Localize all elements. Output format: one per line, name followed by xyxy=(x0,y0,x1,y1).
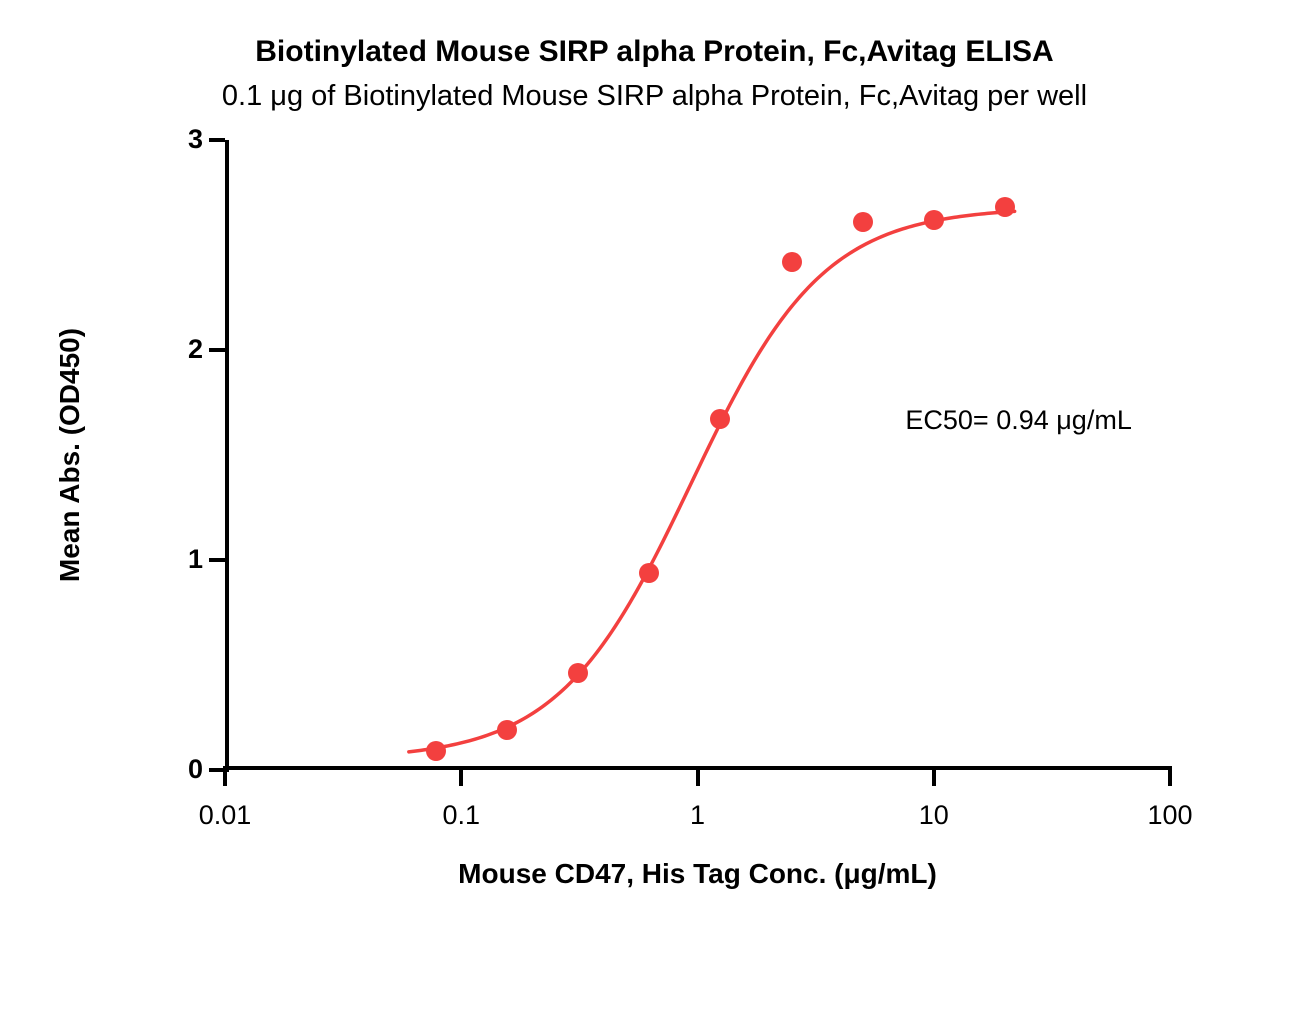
y-tick-label: 2 xyxy=(188,334,203,365)
y-tick-label: 1 xyxy=(188,544,203,575)
x-tick xyxy=(1168,770,1172,786)
data-point xyxy=(710,409,730,429)
chart-container: Biotinylated Mouse SIRP alpha Protein, F… xyxy=(0,0,1309,1017)
plot-area xyxy=(225,140,1170,770)
x-tick xyxy=(459,770,463,786)
data-point xyxy=(924,210,944,230)
data-point xyxy=(782,252,802,272)
fit-curve-path xyxy=(409,211,1015,752)
x-tick-label: 1 xyxy=(690,800,705,831)
x-tick xyxy=(696,770,700,786)
x-tick-label: 0.1 xyxy=(442,800,480,831)
data-point xyxy=(426,741,446,761)
data-point xyxy=(995,197,1015,217)
data-point xyxy=(568,663,588,683)
y-tick xyxy=(209,348,225,352)
y-tick xyxy=(209,138,225,142)
y-tick xyxy=(209,558,225,562)
x-tick-label: 10 xyxy=(919,800,949,831)
x-axis-label: Mouse CD47, His Tag Conc. (μg/mL) xyxy=(225,858,1170,890)
x-tick-label: 0.01 xyxy=(199,800,252,831)
y-tick-label: 3 xyxy=(188,124,203,155)
chart-subtitle: 0.1 μg of Biotinylated Mouse SIRP alpha … xyxy=(0,80,1309,113)
x-tick xyxy=(932,770,936,786)
ec50-annotation: EC50= 0.94 μg/mL xyxy=(905,405,1131,436)
x-tick xyxy=(223,770,227,786)
data-point xyxy=(497,720,517,740)
x-tick-label: 100 xyxy=(1147,800,1192,831)
data-point xyxy=(853,212,873,232)
chart-title: Biotinylated Mouse SIRP alpha Protein, F… xyxy=(0,35,1309,69)
fit-curve xyxy=(225,140,1170,770)
y-axis-label: Mean Abs. (OD450) xyxy=(54,328,86,582)
data-point xyxy=(639,563,659,583)
y-tick-label: 0 xyxy=(188,754,203,785)
